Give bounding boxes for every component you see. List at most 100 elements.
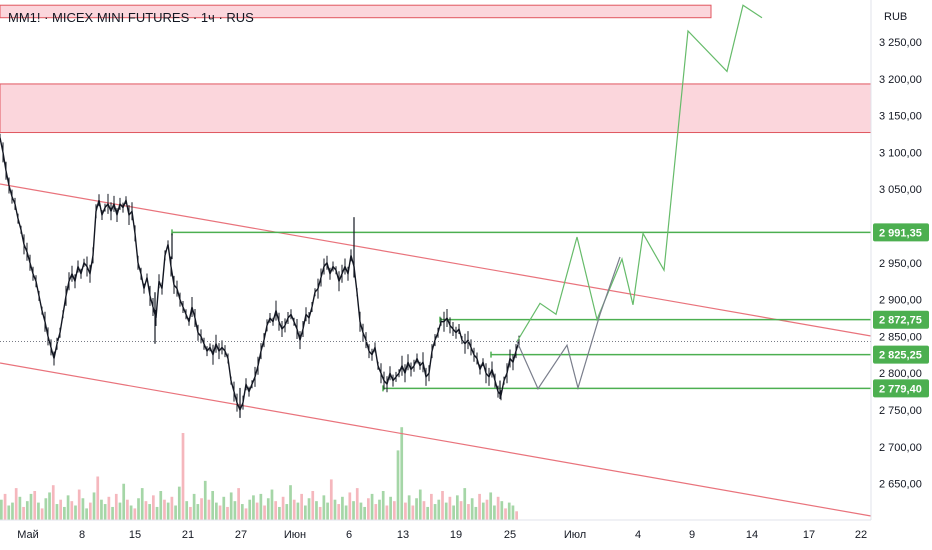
volume-bar [3,493,7,520]
volume-bar [244,508,248,520]
volume-bar [481,502,485,520]
volume-bar [74,505,77,520]
volume-bar [374,504,378,520]
volume-bar [51,485,55,520]
time-tick-label: 22 [855,529,867,541]
volume-bar [489,492,493,520]
volume-bar [500,501,504,520]
volume-bar [88,502,92,520]
volume-bar [296,502,300,520]
projection-paths [516,4,763,391]
time-tick-label: 17 [803,529,815,541]
volume-bar [444,502,448,520]
volume-bar [337,504,341,520]
volume-bar [192,493,196,520]
volume-bar [467,504,470,520]
price-tick-label: 3 150,00 [879,111,922,123]
volume-bar [103,504,107,520]
volume-bar [107,496,111,520]
volume-bar [396,450,400,520]
price-label-text: 2 779,40 [879,383,922,395]
volume-bar [281,496,285,520]
volume-bar [433,504,437,520]
volume-histogram [0,427,518,520]
green-projection-path [516,4,763,342]
volume-bar [44,498,48,520]
volume-bar [452,505,455,520]
volume-bar [326,502,329,520]
volume-bar [333,499,337,520]
volume-bar [415,498,418,520]
time-tick-label: Июл [564,529,586,541]
price-tick-label: 3 100,00 [879,147,922,159]
volume-bar [7,505,11,520]
volume-bar [189,506,192,520]
price-label-badge [873,223,929,242]
volume-bar [48,492,51,520]
volume-bar [96,476,100,520]
volume-bar [400,427,404,520]
volume-bar [140,488,144,520]
gray-projection-path [516,256,621,391]
volume-bar [426,506,430,520]
volume-bar [430,493,433,520]
price-line [0,137,520,412]
volume-bar [66,495,70,520]
time-tick-label: 4 [635,529,641,541]
volume-bar [318,506,322,520]
volume-bar [122,483,126,520]
volume-bar [111,506,114,520]
price-tick-label: 3 250,00 [879,37,922,49]
price-axis[interactable]: 3 250,00 3 200,00 3 150,00 3 100,00 3 050,00… [879,37,922,491]
volume-bar [144,501,148,520]
time-tick-label: Июн [284,529,306,541]
time-tick-label: 9 [689,529,695,541]
volume-bar [163,499,166,520]
price-labels: 2 991,35 2 872,75 2 825,25 2 779,40 [873,223,929,398]
symbol-title[interactable]: MM1! · MICEX MINI FUTURES · 1ч · RUS [8,10,254,25]
volume-bar [474,506,478,520]
resistance-zones [0,4,872,134]
price-tick-label: 3 200,00 [879,74,922,86]
volume-bar [126,499,129,520]
time-tick-label: 13 [397,529,409,541]
volume-bar [448,496,452,520]
volume-bar [70,501,74,520]
volume-bar [278,506,281,520]
channel-line [0,362,872,517]
volume-bar [381,491,385,520]
volume-bar [270,489,274,520]
volume-bar [40,508,44,520]
volume-bar [207,499,211,520]
price-tick-label: 2 900,00 [879,295,922,307]
volume-bar [81,498,85,520]
volume-bar [22,506,25,520]
volume-bar [200,498,203,520]
volume-bar [85,508,88,520]
volume-bar [322,495,326,520]
volume-bar [129,505,133,520]
volume-bar [155,506,159,520]
volume-bar [18,496,22,520]
resistance-zone [0,83,872,134]
volume-bar [329,479,333,520]
time-tick-label: Май [17,529,39,541]
volume-bar [229,492,233,520]
volume-bar [55,504,59,520]
volume-bar [341,496,344,520]
volume-bar [11,502,14,520]
volume-bar [504,508,507,520]
volume-bar [422,501,426,520]
price-tick-label: 2 750,00 [879,405,922,417]
time-tick-label: 27 [235,529,247,541]
time-tick-label: 8 [79,529,85,541]
volume-bar [385,505,389,520]
volume-bar [255,502,259,520]
currency-label[interactable]: RUB [884,11,908,23]
volume-bar [0,499,3,520]
time-axis[interactable]: Май 8 15 21 27 Июн 6 13 19 25 Июл 4 9 14 17 22 [17,529,867,541]
volume-bar [311,491,315,520]
volume-bar [266,498,270,520]
volume-bar [478,493,481,520]
